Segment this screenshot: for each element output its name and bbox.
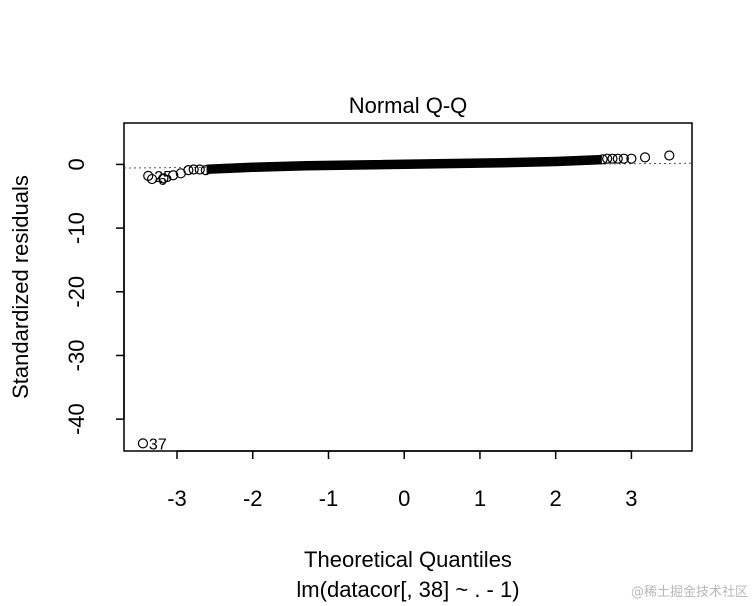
qq-point (607, 153, 618, 164)
watermark: @稀土掘金技术社区 (630, 585, 748, 600)
qq-point (137, 438, 149, 449)
x-axis: -3 -2 -1 0 1 2 3 (167, 450, 638, 511)
qq-point (664, 150, 675, 161)
qq-point (183, 165, 194, 176)
x-tick-label: 0 (398, 486, 410, 511)
sample-points: 37 256 (137, 150, 675, 453)
point-label: 6 (158, 172, 167, 189)
y-tick-label: -40 (64, 403, 89, 435)
y-axis: 0 -10 -20 -30 -40 (64, 158, 125, 435)
point-label: 25 (154, 169, 172, 186)
x-axis-subtitle: lm(datacor[, 38] ~ . - 1) (296, 577, 519, 602)
qq-point (602, 153, 613, 164)
qq-point (194, 164, 205, 175)
qq-point (158, 173, 169, 184)
qq-point (168, 170, 179, 181)
y-tick-label: -20 (64, 276, 89, 308)
chart-title: Normal Q-Q (349, 93, 468, 118)
dense-point-band (206, 154, 602, 174)
qq-point (188, 164, 199, 175)
x-tick-label: 1 (474, 486, 486, 511)
x-tick-label: -2 (243, 486, 263, 511)
x-tick-label: 2 (550, 486, 562, 511)
y-tick-label: 0 (64, 158, 89, 170)
point-label: 37 (149, 436, 167, 453)
y-tick-label: -10 (64, 212, 89, 244)
qq-point (626, 153, 637, 164)
qq-point (146, 173, 158, 185)
y-axis-label: Standardized residuals (8, 175, 33, 399)
qq-point (618, 153, 629, 164)
x-tick-label: -3 (167, 486, 187, 511)
x-axis-label: Theoretical Quantiles (304, 547, 512, 572)
x-tick-label: -1 (319, 486, 339, 511)
y-tick-label: -30 (64, 340, 89, 372)
qq-point (639, 152, 651, 163)
qq-point (597, 154, 608, 165)
x-tick-label: 3 (625, 486, 637, 511)
qq-point (200, 165, 211, 176)
qq-point (612, 153, 623, 164)
